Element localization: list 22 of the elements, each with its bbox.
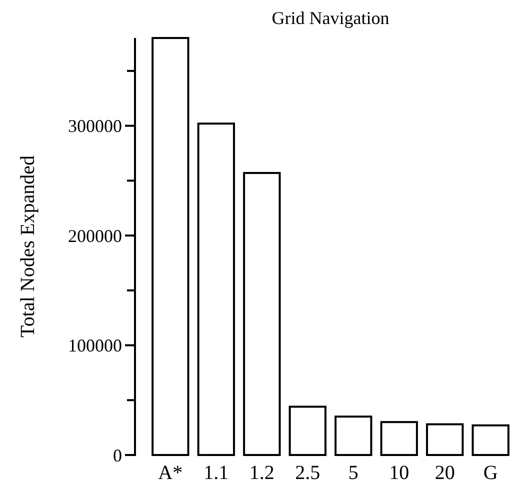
bar <box>152 37 190 456</box>
bar <box>472 424 510 456</box>
chart-title: Grid Navigation <box>272 8 390 28</box>
bar <box>288 406 326 456</box>
x-tick-label: 10 <box>389 462 410 484</box>
x-tick-label: 5 <box>348 462 358 484</box>
bar <box>426 423 464 456</box>
x-tick-label: 1.2 <box>249 462 274 484</box>
x-tick-label: 2.5 <box>295 462 320 484</box>
y-tick-label: 100000 <box>68 336 122 356</box>
x-tick-label: G <box>483 462 498 484</box>
x-tick-label: A* <box>158 462 183 484</box>
bar <box>380 421 418 456</box>
y-tick-label: 0 <box>113 445 122 466</box>
y-tick-label: 200000 <box>68 226 122 246</box>
x-tick-label: 1.1 <box>204 462 229 484</box>
bar <box>197 122 235 456</box>
y-axis-title: Total Nodes Expanded <box>17 156 39 338</box>
bar <box>243 172 281 456</box>
x-tick-label: 20 <box>434 462 455 484</box>
y-tick-label: 300000 <box>68 116 122 136</box>
bar <box>334 416 372 456</box>
